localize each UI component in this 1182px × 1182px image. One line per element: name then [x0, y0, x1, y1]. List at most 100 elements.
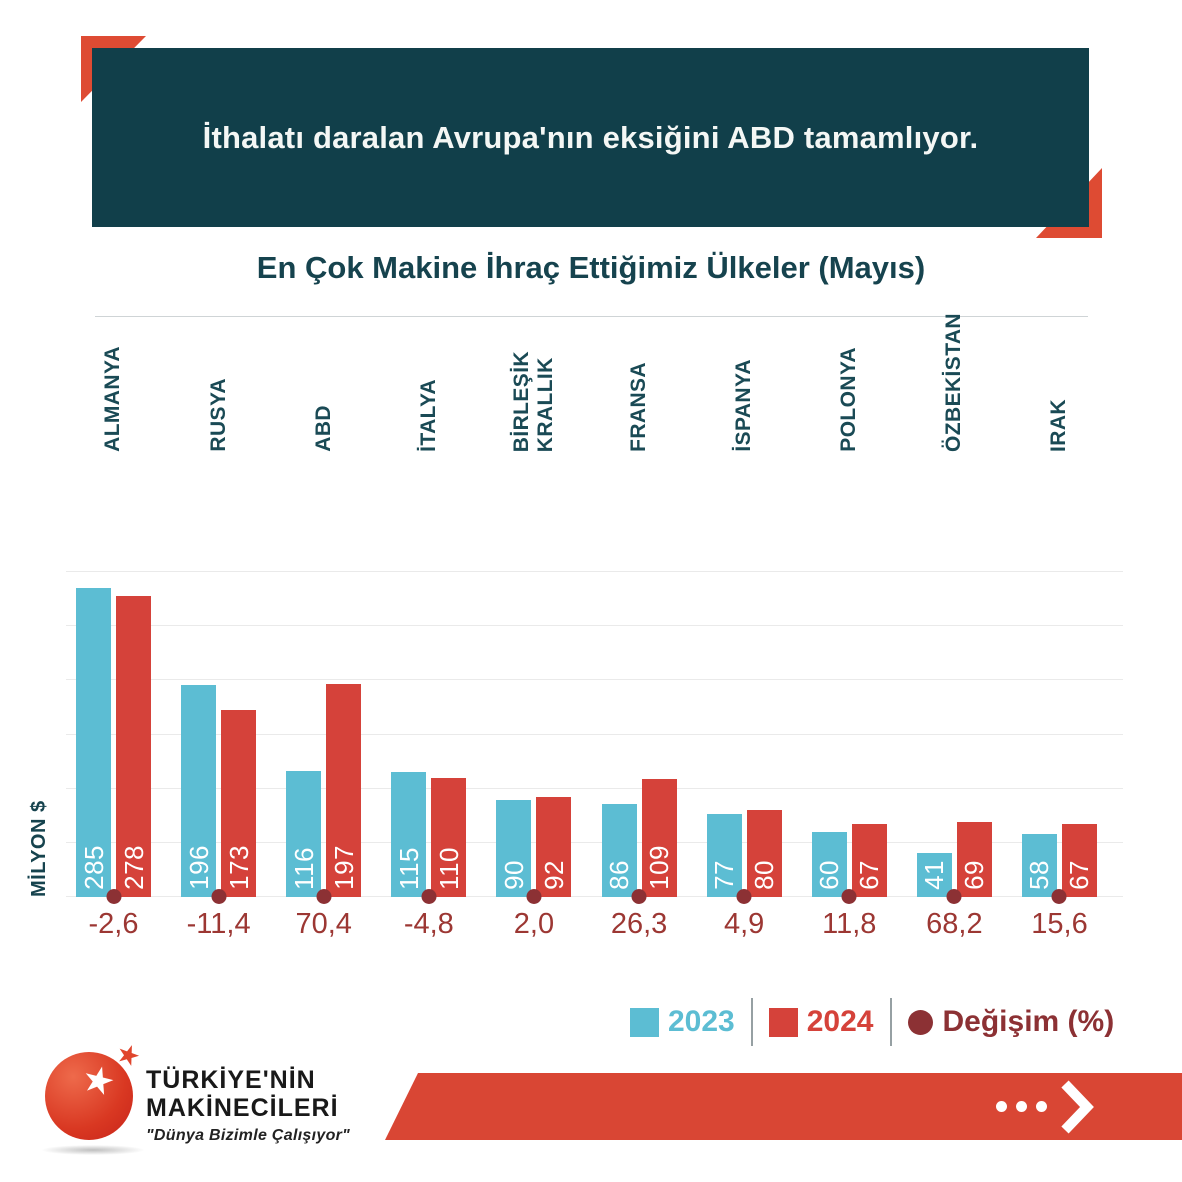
brand-slogan: "Dünya Bizimle Çalışıyor" — [146, 1127, 351, 1144]
bar-group-irak: 58 67 — [1021, 572, 1097, 904]
gridline-250 — [66, 625, 1123, 627]
category-cell: İTALYA — [391, 379, 466, 452]
change-dot-icon — [1051, 889, 1067, 904]
legend-2024-swatch — [768, 1007, 798, 1037]
change-dot-icon — [421, 889, 437, 904]
bar-2024: 92 — [536, 797, 572, 897]
change-percent-value: -4,8 — [403, 908, 454, 940]
change-percent-value: 26,3 — [610, 908, 668, 940]
change-dot-icon — [211, 889, 227, 904]
brand-text-block: TÜRKİYE'NİN MAKİNECİLERİ "Dünya Bizimle … — [146, 1066, 350, 1145]
dot-icon — [1036, 1101, 1047, 1112]
bar-group-polonya: 60 67 — [811, 572, 887, 904]
bar-2024: 110 — [431, 777, 467, 897]
bar-value-label: 115 — [393, 847, 424, 890]
bar-value-label: 285 — [78, 845, 109, 890]
bar-value-label: 58 — [1024, 860, 1055, 890]
bar-2024: 109 — [641, 778, 677, 897]
legend-2024-label: 2024 — [806, 1005, 874, 1038]
bar-value-label: 67 — [854, 860, 885, 890]
bar-2023: 90 — [496, 799, 532, 897]
category-cell: RUSYA — [181, 378, 256, 452]
category-cell: IRAK — [1022, 399, 1097, 452]
bar-2023: 41 — [916, 852, 952, 897]
brand-name-line2: MAKİNECİLERİ — [146, 1094, 339, 1122]
bar-value-label: 92 — [538, 860, 569, 890]
change-dot-icon — [736, 889, 752, 904]
category-label-row: ALMANYA RUSYA ABD İTALYA BİRLEŞİK KRALLIK FRAN… — [76, 313, 1097, 452]
bar-2023: 77 — [706, 813, 742, 897]
bar-value-label: 41 — [919, 860, 950, 890]
legend-2023-swatch — [630, 1007, 659, 1037]
bar-value-label: 80 — [749, 860, 780, 890]
bar-2024: 67 — [851, 824, 887, 897]
category-cell: FRANSA — [602, 362, 677, 452]
category-label: İSPANYA — [732, 359, 756, 452]
change-dot-icon — [841, 889, 857, 904]
category-label: FRANSA — [626, 362, 650, 452]
legend-divider — [889, 998, 892, 1046]
bar-group-fransa: 86 109 — [601, 572, 677, 904]
category-cell: ABD — [286, 405, 361, 452]
category-cell: İSPANYA — [707, 359, 782, 452]
legend-divider — [750, 998, 753, 1046]
change-dot-icon — [106, 889, 121, 904]
change-percent-value: 15,6 — [1031, 908, 1088, 940]
bar-2024: 67 — [1061, 824, 1097, 897]
category-cell: ALMANYA — [76, 346, 151, 452]
dot-icon — [996, 1101, 1007, 1112]
header-title: İthalatı daralan Avrupa'nın eksiğini ABD… — [202, 119, 979, 155]
gridline-300 — [66, 571, 1123, 572]
bar-2024: 69 — [956, 822, 992, 897]
legend-change-dot-icon — [907, 1009, 933, 1035]
bar-2023: 196 — [181, 684, 217, 897]
bar-group-i̇spanya: 77 80 — [706, 572, 782, 904]
category-cell: POLONYA — [812, 347, 887, 452]
change-dot-icon — [526, 889, 542, 904]
bar-value-label: 173 — [223, 845, 254, 890]
change-percent-value: 4,9 — [723, 908, 765, 940]
bar-2023: 115 — [391, 772, 427, 897]
bar-group-i̇talya: 115 110 — [391, 572, 467, 904]
bar-value-label: 90 — [498, 860, 529, 890]
bar-value-label: 69 — [959, 860, 990, 890]
bar-group-özbeki̇stan: 41 69 — [916, 572, 992, 904]
bar-group-abd: 116 197 — [286, 572, 362, 904]
gridline-0 — [66, 896, 1123, 897]
gridline-200 — [66, 679, 1123, 681]
bar-2024: 173 — [221, 709, 257, 897]
bar-value-label: 196 — [183, 845, 214, 890]
bar-value-label: 110 — [433, 847, 464, 890]
bar-2023: 285 — [76, 588, 111, 897]
category-cell: ÖZBEKİSTAN — [917, 313, 992, 452]
chart-plot-area: 285 278 196 173 116 197 115 110 90 92 86 109 77 80 60 6… — [0, 571, 1182, 904]
bar-2024: 278 — [116, 595, 151, 897]
change-dot-icon — [946, 889, 962, 904]
change-dot-icon — [316, 889, 332, 904]
change-percent-value: 11,8 — [822, 908, 877, 940]
legend-2023-label: 2023 — [668, 1005, 735, 1038]
change-percent-row: -2,6 -11,4 70,4 -4,8 2,0 26,3 4,9 11,8 68,2 15,6 — [76, 908, 1097, 941]
legend-change-label: Değişim (%) — [942, 1005, 1115, 1038]
bar-groups: 285 278 196 173 116 197 115 110 90 92 86 109 77 80 60 6… — [76, 572, 1097, 904]
logo-shadow — [42, 1145, 144, 1155]
bar-value-label: 77 — [709, 860, 740, 890]
category-label: POLONYA — [837, 347, 861, 452]
category-label: BİRLEŞİK KRALLIK — [509, 350, 557, 452]
footer-ribbon — [385, 1073, 1182, 1140]
bar-value-label: 60 — [814, 860, 845, 890]
bar-value-label: 116 — [288, 847, 319, 890]
bar-2024: 197 — [326, 683, 362, 897]
y-axis-label: MİLYON $ — [28, 800, 50, 897]
category-label: ABD — [311, 405, 335, 452]
bar-2023: 58 — [1021, 834, 1057, 897]
arrow-right-icon — [996, 1079, 1094, 1135]
category-label: ÖZBEKİSTAN — [942, 313, 966, 452]
category-label: İTALYA — [416, 379, 440, 452]
chevron-right-icon — [1061, 1080, 1094, 1133]
bar-group-rusya: 196 173 — [181, 572, 257, 904]
gridline-100 — [66, 787, 1123, 789]
category-cell: BİRLEŞİK KRALLIK — [496, 351, 571, 452]
chart-title-divider — [95, 316, 1088, 317]
change-percent-value: 70,4 — [295, 908, 352, 940]
